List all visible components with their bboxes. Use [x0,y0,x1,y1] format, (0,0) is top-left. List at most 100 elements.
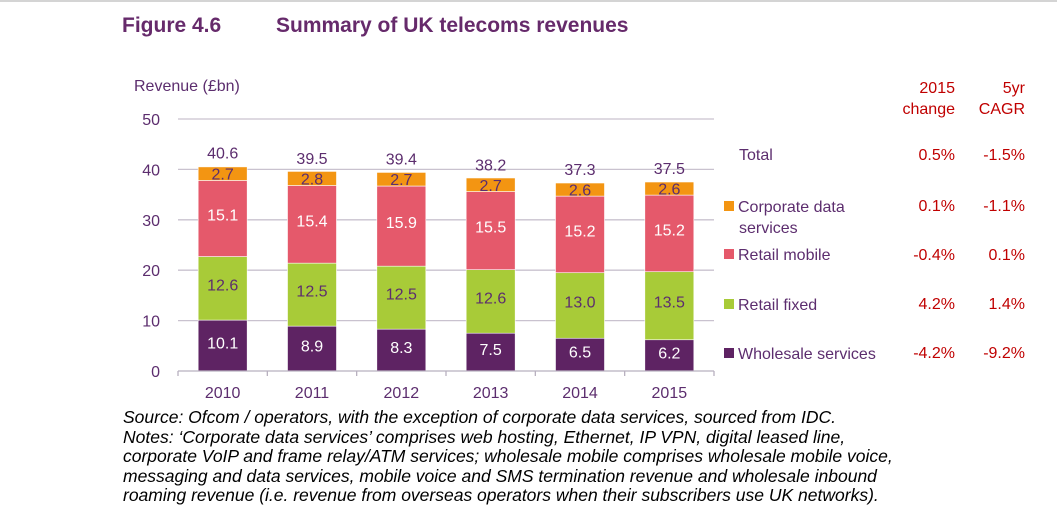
notes-line: Notes: ‘Corporate data services’ compris… [123,426,846,447]
y-tick-label: 40 [142,162,160,179]
total-label: 37.3 [564,162,595,179]
data-label: 15.2 [654,222,685,239]
x-tick-label: 2015 [652,385,688,402]
stat-wholesale-change: -4.2% [913,345,955,362]
top-border [0,0,1057,2]
stat-total-change: 0.5% [918,147,955,164]
data-label: 2.8 [301,171,323,188]
total-label: 39.4 [386,151,417,168]
data-label: 12.5 [296,284,327,301]
bar-segment [555,195,605,274]
y-tick-label: 30 [142,213,160,230]
y-tick-label: 10 [142,314,160,331]
col-header-2015-change: 2015 change [880,78,956,120]
notes-block: Source: Ofcom / operators, with the exce… [123,407,893,506]
data-label: 2.6 [569,183,591,200]
bar-segment [644,271,695,341]
col-header-line1: 5yr [1002,80,1025,97]
data-label: 15.9 [386,215,417,232]
stat-retail-fixed-cagr: 1.4% [988,296,1025,313]
bar-segment [644,194,695,273]
data-label: 6.2 [658,345,680,362]
col-header-line1: 2015 [919,80,955,97]
total-label: 37.5 [654,161,685,178]
stat-retail-mobile-cagr: 0.1% [988,247,1025,264]
stat-retail-fixed-change: 4.2% [918,296,955,313]
data-label: 2.7 [212,167,234,184]
data-label: 8.9 [301,339,323,356]
data-label: 15.1 [207,208,238,225]
data-label: 12.6 [207,277,238,294]
legend-label: Corporate data [738,199,845,216]
notes-line: roaming revenue (i.e. revenue from overs… [123,485,879,506]
y-tick-label: 50 [142,112,160,129]
legend-swatch-orange [724,201,734,211]
bar-segment [465,191,516,270]
bar-segment [555,182,605,197]
legend-label: Retail fixed [738,297,818,314]
bar-segment [376,172,427,187]
data-label: 15.5 [475,220,506,237]
total-label: 38.2 [475,157,506,174]
x-axis: 2010 2011 2012 2013 2014 2015 [177,370,715,402]
y-axis-label: Revenue (£bn) [134,78,240,95]
legend-item-wholesale: Wholesale services [724,344,876,365]
data-label: 15.4 [296,213,327,230]
notes-line: corporate VoIP and frame relay/ATM servi… [123,446,893,467]
data-label: 13.5 [654,295,685,312]
data-label: 15.2 [564,223,595,240]
figure-number: Figure 4.6 [122,14,222,37]
bar-segment [287,185,337,264]
bars: 10.1 12.6 15.1 2.7 40.6 8.9 12.5 15.4 2.8 39.5 8.3… [197,145,695,372]
bar-segment [197,180,248,257]
bar-segment [376,265,427,330]
x-tick-label: 2012 [384,385,420,402]
stat-wholesale-cagr: -9.2% [983,345,1025,362]
stat-corporate-change: 0.1% [918,198,955,215]
stat-corporate-cagr: -1.1% [983,198,1025,215]
data-label: 12.5 [386,287,417,304]
x-tick-label: 2010 [205,385,241,402]
total-label: 39.5 [296,151,327,168]
legend-item-corporate-data: Corporate data services [724,197,845,239]
data-label: 10.1 [207,336,238,353]
y-axis-ticks: 0 10 20 30 40 50 [142,112,160,381]
bar-segment [555,337,605,372]
source-line: Source: Ofcom / operators, with the exce… [123,407,836,427]
x-tick-label: 2014 [562,385,598,402]
legend-item-retail-mobile: Retail mobile [724,245,830,266]
data-label: 2.7 [480,178,502,195]
legend-swatch-purple [724,348,734,358]
col-header-line2: CAGR [978,101,1025,118]
bar-segment [376,328,427,372]
legend-label: Wholesale services [738,346,876,363]
bar-segment [555,272,605,339]
col-header-5yr-cagr: 5yr CAGR [960,78,1025,120]
data-label: 6.5 [569,345,591,362]
x-tick-label: 2011 [295,385,330,402]
stat-total-cagr: -1.5% [983,147,1025,164]
gridlines [178,118,714,322]
data-label: 13.0 [564,294,595,311]
data-label: 2.6 [658,182,680,199]
bar-segment [644,181,695,196]
legend-item-retail-fixed: Retail fixed [724,295,817,316]
data-label: 8.3 [390,340,412,357]
bar-segment [465,269,516,334]
legend-swatch-pink [724,249,734,259]
x-tick-label: 2013 [473,385,509,402]
notes-line: messaging and data services, mobile voic… [123,465,877,486]
data-label: 2.7 [390,172,412,189]
legend-total-label: Total [739,147,773,164]
y-tick-label: 0 [151,364,160,381]
bar-segment [644,339,695,372]
stat-retail-mobile-change: -0.4% [913,247,955,264]
col-header-line2: change [902,101,956,118]
data-label: 12.6 [475,290,506,307]
bar-segment [465,332,516,372]
y-tick-label: 20 [142,263,160,280]
bar-segment [287,171,337,186]
data-label: 7.5 [480,342,502,359]
legend-label-line2: services [739,220,798,237]
